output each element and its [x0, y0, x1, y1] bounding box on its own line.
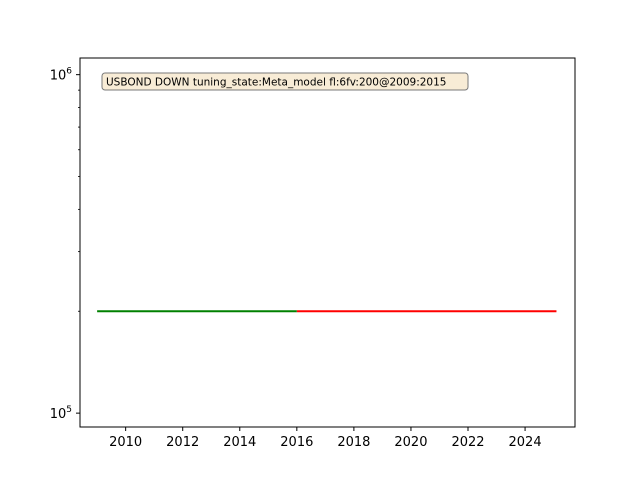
y-tick-label: 105	[50, 405, 72, 422]
annotation-background	[101, 72, 469, 91]
x-tick-label: 2014	[223, 435, 256, 450]
x-tick-label: 2010	[109, 435, 142, 450]
x-axis: 2010 2012 2014 2016 2018 2020 2022 2024	[109, 427, 542, 450]
x-tick-label: 2018	[337, 435, 370, 450]
x-tick-label: 2024	[509, 435, 542, 450]
annotation-box: USBOND DOWN tuning_state:Meta_model fl:6…	[101, 72, 469, 91]
x-tick-label: 2016	[280, 435, 313, 450]
x-tick-label: 2012	[166, 435, 199, 450]
y-axis: 105 106	[50, 67, 80, 422]
x-tick-label: 2022	[451, 435, 484, 450]
x-tick-label: 2020	[394, 435, 427, 450]
y-tick-label: 106	[50, 67, 73, 84]
annotation-text: USBOND DOWN tuning_state:Meta_model fl:6…	[106, 77, 446, 89]
plot-frame	[79, 57, 576, 428]
